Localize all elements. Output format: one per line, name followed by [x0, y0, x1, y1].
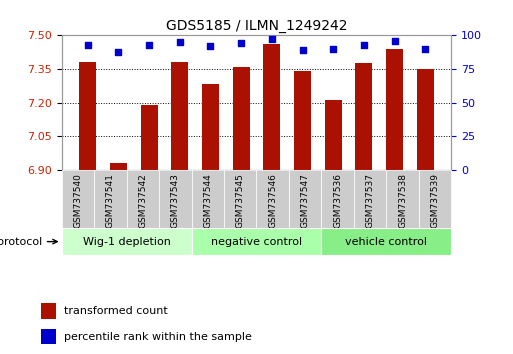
Text: protocol: protocol: [0, 236, 57, 247]
Text: GSM737547: GSM737547: [301, 173, 310, 228]
FancyBboxPatch shape: [224, 170, 256, 228]
Bar: [417, 69, 433, 170]
Text: transformed count: transformed count: [64, 306, 168, 316]
Point: [84, 42, 92, 48]
Bar: [202, 84, 219, 170]
Text: Wig-1 depletion: Wig-1 depletion: [83, 236, 170, 247]
Point: [175, 39, 184, 45]
FancyBboxPatch shape: [354, 170, 386, 228]
Bar: [263, 44, 280, 170]
Text: negative control: negative control: [211, 236, 302, 247]
Text: GSM737538: GSM737538: [398, 173, 407, 228]
FancyBboxPatch shape: [322, 228, 451, 255]
Bar: [356, 63, 372, 170]
Text: GSM737537: GSM737537: [366, 173, 374, 228]
Bar: [294, 71, 311, 170]
Text: GSM737539: GSM737539: [431, 173, 440, 228]
Bar: [386, 49, 403, 170]
Title: GDS5185 / ILMN_1249242: GDS5185 / ILMN_1249242: [166, 19, 347, 33]
Text: GSM737546: GSM737546: [268, 173, 277, 228]
Point: [237, 41, 245, 46]
Point: [206, 43, 214, 49]
Text: GSM737536: GSM737536: [333, 173, 342, 228]
FancyBboxPatch shape: [62, 170, 94, 228]
FancyBboxPatch shape: [62, 228, 191, 255]
Point: [299, 47, 307, 53]
Bar: [41, 329, 56, 344]
Bar: [171, 62, 188, 170]
Bar: [110, 163, 127, 170]
FancyBboxPatch shape: [289, 170, 322, 228]
Text: GSM737545: GSM737545: [236, 173, 245, 228]
Text: GSM737542: GSM737542: [139, 173, 147, 228]
Point: [145, 42, 153, 48]
Text: GSM737544: GSM737544: [203, 173, 212, 228]
Bar: [233, 67, 250, 170]
FancyBboxPatch shape: [191, 170, 224, 228]
Bar: [325, 101, 342, 170]
Point: [390, 38, 399, 44]
Bar: [80, 62, 96, 170]
FancyBboxPatch shape: [127, 170, 159, 228]
Point: [421, 46, 429, 52]
Text: percentile rank within the sample: percentile rank within the sample: [64, 332, 252, 342]
FancyBboxPatch shape: [94, 170, 127, 228]
Text: GSM737540: GSM737540: [73, 173, 82, 228]
Bar: [141, 105, 157, 170]
FancyBboxPatch shape: [159, 170, 191, 228]
Text: GSM737541: GSM737541: [106, 173, 115, 228]
Bar: [41, 303, 56, 319]
Point: [360, 42, 368, 48]
FancyBboxPatch shape: [191, 228, 322, 255]
FancyBboxPatch shape: [386, 170, 419, 228]
FancyBboxPatch shape: [419, 170, 451, 228]
Point: [329, 46, 338, 52]
Point: [268, 36, 276, 42]
Text: vehicle control: vehicle control: [345, 236, 427, 247]
Point: [114, 49, 123, 55]
FancyBboxPatch shape: [256, 170, 289, 228]
FancyBboxPatch shape: [322, 170, 354, 228]
Text: GSM737543: GSM737543: [171, 173, 180, 228]
